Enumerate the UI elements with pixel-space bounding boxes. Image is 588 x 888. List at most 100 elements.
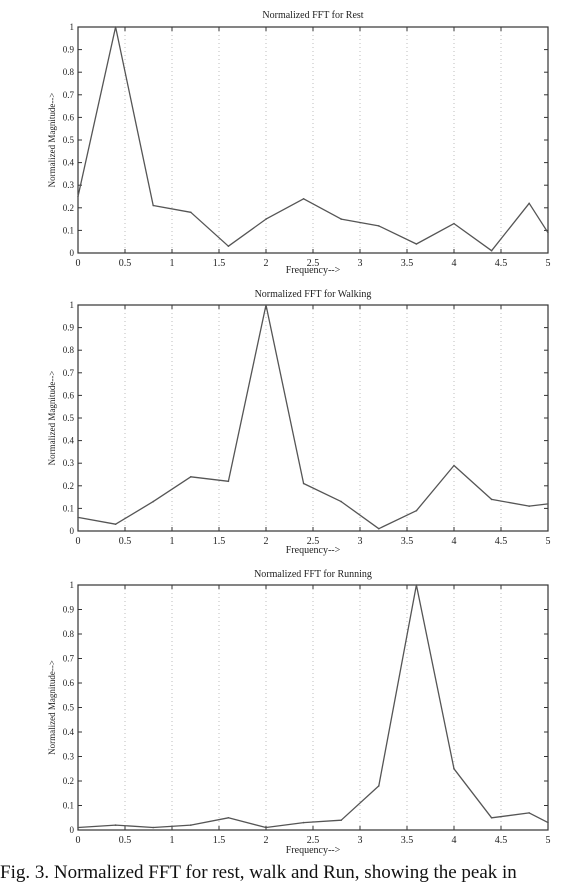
- data-point: [528, 812, 530, 814]
- data-point: [77, 195, 79, 198]
- data-point: [378, 527, 380, 530]
- y-tick-label: 0.6: [63, 390, 75, 400]
- x-tick-label: 5: [546, 536, 551, 547]
- data-point: [490, 249, 493, 252]
- x-tick-label: 0: [76, 835, 81, 846]
- x-tick-label: 3.5: [401, 536, 414, 547]
- x-tick-label: 3: [358, 536, 363, 547]
- x-tick-label: 1.5: [213, 536, 226, 547]
- x-tick-label: 0.5: [119, 536, 132, 547]
- data-point: [190, 211, 192, 214]
- x-tick-label: 4: [452, 835, 457, 846]
- x-tick-label: 0: [76, 536, 81, 547]
- data-point: [547, 231, 549, 234]
- data-point: [302, 821, 305, 824]
- data-point: [547, 503, 549, 505]
- y-tick-label: 0.9: [63, 605, 75, 615]
- x-tick-label: 0.5: [119, 835, 132, 846]
- x-tick-label: 2: [264, 258, 269, 269]
- x-tick-label: 5: [546, 258, 551, 269]
- x-tick-label: 1: [170, 835, 175, 846]
- y-tick-label: 0.7: [63, 654, 75, 664]
- data-point: [227, 480, 230, 483]
- x-tick-label: 4: [452, 536, 457, 547]
- chart-panel-3: 0 0.5 1 1.5 2 2.5 3 3.5 4 4.5 5 0 0.1 0.2 0.3 0.4 0.5 0.6…: [47, 569, 551, 856]
- data-point: [490, 498, 493, 501]
- y-tick-label: 0.4: [63, 727, 75, 737]
- x-tick-label: 0: [76, 258, 81, 269]
- data-point: [415, 584, 418, 586]
- y-tick-label: 0: [70, 825, 75, 835]
- data-point: [378, 785, 380, 787]
- data-point: [415, 509, 418, 512]
- y-tick-label: 0: [70, 526, 75, 536]
- x-tick-label: 0.5: [119, 258, 132, 269]
- data-point: [453, 464, 455, 467]
- chart-panel-2: 0 0.5 1 1.5 2 2.5 3 3.5 4 4.5 5 0 0.1 0.2 0.3 0.4 0.5 0.6…: [47, 289, 551, 556]
- data-point: [265, 304, 267, 306]
- data-point: [302, 482, 305, 485]
- y-tick-label: 1: [70, 300, 75, 310]
- x-tick-label: 4: [452, 258, 457, 269]
- chart-title: Normalized FFT for Running: [254, 569, 372, 580]
- y-tick-label: 1: [70, 580, 75, 590]
- data-point: [265, 826, 267, 829]
- x-tick-label: 3: [358, 258, 363, 269]
- data-point: [453, 222, 455, 225]
- y-tick-label: 1: [70, 22, 75, 32]
- y-tick-label: 0.5: [63, 703, 75, 713]
- data-point: [114, 523, 117, 525]
- y-tick-label: 0.7: [63, 368, 75, 378]
- y-axis-label: Normalized Magnitude-->: [47, 93, 57, 188]
- y-tick-label: 0.3: [63, 752, 75, 762]
- y-tick-label: 0.4: [63, 158, 75, 168]
- data-point: [453, 768, 455, 770]
- data-point: [340, 819, 343, 821]
- y-tick-label: 0.5: [63, 413, 75, 423]
- data-point: [190, 824, 192, 826]
- data-point: [378, 225, 380, 227]
- data-point: [302, 198, 305, 200]
- data-point: [190, 476, 192, 478]
- y-tick-label: 0.8: [63, 345, 75, 355]
- data-point: [265, 218, 267, 220]
- y-tick-label: 0.3: [63, 180, 75, 190]
- data-point: [77, 826, 79, 829]
- chart-panel-1: 0 0.5 1 1.5 2 2.5 3 3.5 4 4.5 5 0 0.1 0.2 0.3 0.4 0.5 0.6…: [47, 10, 551, 276]
- data-point: [152, 826, 154, 829]
- x-tick-label: 1.5: [213, 258, 226, 269]
- chart-title: Normalized FFT for Rest: [262, 10, 363, 21]
- y-tick-label: 0.7: [63, 90, 75, 100]
- series-line: [77, 584, 549, 829]
- data-point: [227, 245, 230, 247]
- y-tick-label: 0.1: [63, 503, 74, 513]
- y-tick-label: 0.6: [63, 112, 75, 122]
- data-point: [528, 505, 530, 507]
- figure-caption: Fig. 3. Normalized FFT for rest, walk an…: [0, 862, 517, 883]
- data-point: [152, 500, 154, 503]
- data-point: [152, 204, 154, 207]
- y-tick-label: 0.2: [63, 203, 74, 213]
- y-tick-label: 0.9: [63, 323, 75, 333]
- x-axis-label: Frequency-->: [286, 265, 341, 276]
- y-tick-label: 0.8: [63, 629, 75, 639]
- y-tick-label: 0.5: [63, 135, 75, 145]
- y-tick-label: 0: [70, 248, 75, 258]
- x-tick-label: 2: [264, 835, 269, 846]
- x-tick-label: 3.5: [401, 258, 414, 269]
- data-point: [114, 26, 117, 28]
- data-point: [490, 817, 493, 819]
- x-tick-label: 4.5: [495, 835, 508, 846]
- x-tick-label: 1.5: [213, 835, 226, 846]
- data-point: [340, 500, 343, 503]
- y-axis-label: Normalized Magnitude-->: [47, 660, 57, 755]
- y-tick-label: 0.1: [63, 801, 74, 811]
- y-tick-label: 0.8: [63, 67, 75, 77]
- y-tick-label: 0.2: [63, 776, 74, 786]
- x-tick-label: 2.5: [307, 258, 320, 269]
- y-tick-label: 0.2: [63, 481, 74, 491]
- x-tick-label: 2.5: [307, 835, 320, 846]
- x-axis-label: Frequency-->: [286, 545, 341, 556]
- x-tick-label: 1: [170, 536, 175, 547]
